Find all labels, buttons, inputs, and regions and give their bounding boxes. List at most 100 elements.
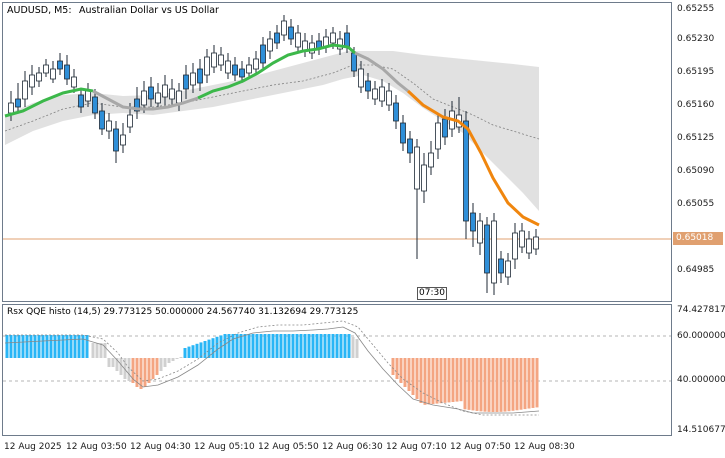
price-tick: 0.65125 — [677, 133, 715, 143]
indicator-pane[interactable]: Rsx QQE histo (14,5) 29.773125 50.000000… — [2, 304, 672, 436]
indicator-tick: 60.000000 — [677, 331, 725, 341]
bull-candle — [519, 230, 525, 248]
histogram-bar-up — [187, 346, 191, 358]
bear-candle — [148, 86, 154, 100]
histogram-bar-up — [207, 339, 211, 358]
bull-candle — [120, 134, 126, 146]
time-tick: 12 Aug 05:10 — [194, 442, 255, 452]
histogram-bar-down — [419, 358, 423, 403]
bull-candle — [505, 260, 511, 278]
histogram-bar-up — [331, 334, 335, 358]
bull-candle — [358, 68, 364, 88]
histogram-bar-neutral — [179, 357, 183, 358]
histogram-bar-up — [73, 335, 77, 358]
histogram-bar-up — [21, 335, 25, 358]
price-chart-canvas[interactable] — [3, 3, 671, 301]
cursor-time-label-text: 07:30 — [419, 288, 445, 298]
histogram-bar-neutral — [107, 358, 111, 367]
bull-candle — [204, 56, 210, 76]
histogram-bar-down — [399, 358, 403, 383]
ma-gray-line — [92, 89, 199, 111]
histogram-bar-down — [415, 358, 419, 399]
histogram-bar-down — [515, 358, 519, 411]
bull-candle — [512, 232, 518, 260]
histogram-bar-down — [143, 358, 147, 387]
histogram-bar-down — [147, 358, 151, 383]
bull-candle — [141, 90, 147, 106]
bear-candle — [344, 32, 350, 48]
bear-candle — [197, 68, 203, 84]
bull-candle — [246, 64, 252, 74]
bear-candle — [260, 44, 266, 64]
histogram-bar-down — [507, 358, 511, 412]
histogram-bar-down — [443, 358, 447, 403]
histogram-bar-up — [239, 334, 243, 358]
histogram-bar-down — [495, 358, 499, 412]
bull-candle — [533, 236, 539, 250]
symbol-title: AUDUSD, M5: — [7, 5, 72, 16]
histogram-bar-up — [29, 335, 33, 358]
price-pane[interactable]: AUDUSD, M5: Australian Dollar vs US Doll… — [2, 2, 672, 302]
time-tick: 12 Aug 07:10 — [386, 442, 447, 452]
price-tick: 0.65255 — [677, 4, 715, 14]
histogram-bar-up — [311, 334, 315, 358]
histogram-bar-up — [37, 335, 41, 358]
histogram-bar-neutral — [103, 343, 107, 358]
current-price-badge: 0.65018 — [673, 232, 723, 245]
histogram-bar-down — [511, 358, 515, 411]
bull-candle — [386, 90, 392, 106]
histogram-bar-up — [45, 335, 49, 358]
bull-candle — [253, 58, 259, 70]
current-price-value: 0.65018 — [676, 233, 714, 243]
bull-candle — [127, 114, 133, 128]
time-tick: 12 Aug 07:50 — [450, 442, 511, 452]
histogram-bar-up — [319, 334, 323, 358]
histogram-bar-down — [439, 358, 443, 404]
histogram-bar-up — [25, 335, 29, 358]
bull-candle — [379, 86, 385, 102]
histogram-bar-up — [41, 335, 45, 358]
histogram-bar-up — [199, 342, 203, 358]
bear-candle — [498, 258, 504, 274]
histogram-bar-down — [427, 358, 431, 405]
bull-candle — [50, 68, 56, 80]
bear-candle — [239, 68, 245, 78]
histogram-bar-up — [271, 334, 275, 358]
histogram-bar-neutral — [175, 358, 179, 359]
histogram-bar-down — [463, 358, 467, 410]
price-axis[interactable]: 0.65255 0.65230 0.65195 0.65160 0.65125 … — [672, 2, 725, 302]
bull-candle — [71, 76, 77, 88]
price-tick: 0.65230 — [677, 34, 715, 44]
indicator-tick: 40.000000 — [677, 375, 725, 385]
histogram-bar-up — [195, 343, 199, 358]
bull-candle — [22, 80, 28, 100]
bull-candle — [155, 92, 161, 104]
histogram-bar-up — [5, 335, 9, 358]
histogram-group — [5, 334, 539, 412]
histogram-bar-down — [131, 358, 135, 383]
bull-candle — [267, 38, 273, 52]
indicator-axis[interactable]: 74.427817 60.000000 40.000000 14.510677 — [672, 304, 725, 436]
bull-candle — [491, 220, 497, 284]
histogram-bar-up — [335, 334, 339, 358]
indicator-canvas[interactable] — [3, 305, 671, 435]
histogram-bar-up — [339, 334, 343, 358]
bull-candle — [295, 32, 301, 48]
bull-candle — [211, 52, 217, 68]
histogram-bar-down — [451, 358, 455, 402]
histogram-bar-up — [231, 334, 235, 358]
bear-candle — [78, 94, 84, 108]
ma-gray-line-2 — [354, 51, 409, 93]
histogram-bar-up — [77, 335, 81, 358]
bear-candle — [183, 74, 189, 90]
bull-candle — [337, 38, 343, 50]
histogram-bar-up — [295, 334, 299, 358]
time-axis[interactable]: 12 Aug 2025 12 Aug 03:50 12 Aug 04:30 12… — [0, 436, 672, 458]
rsx-line — [4, 326, 540, 414]
bull-candle — [29, 74, 35, 88]
histogram-bar-down — [395, 358, 399, 379]
histogram-bar-down — [479, 358, 483, 412]
bear-candle — [113, 128, 119, 152]
time-tick: 12 Aug 05:50 — [258, 442, 319, 452]
